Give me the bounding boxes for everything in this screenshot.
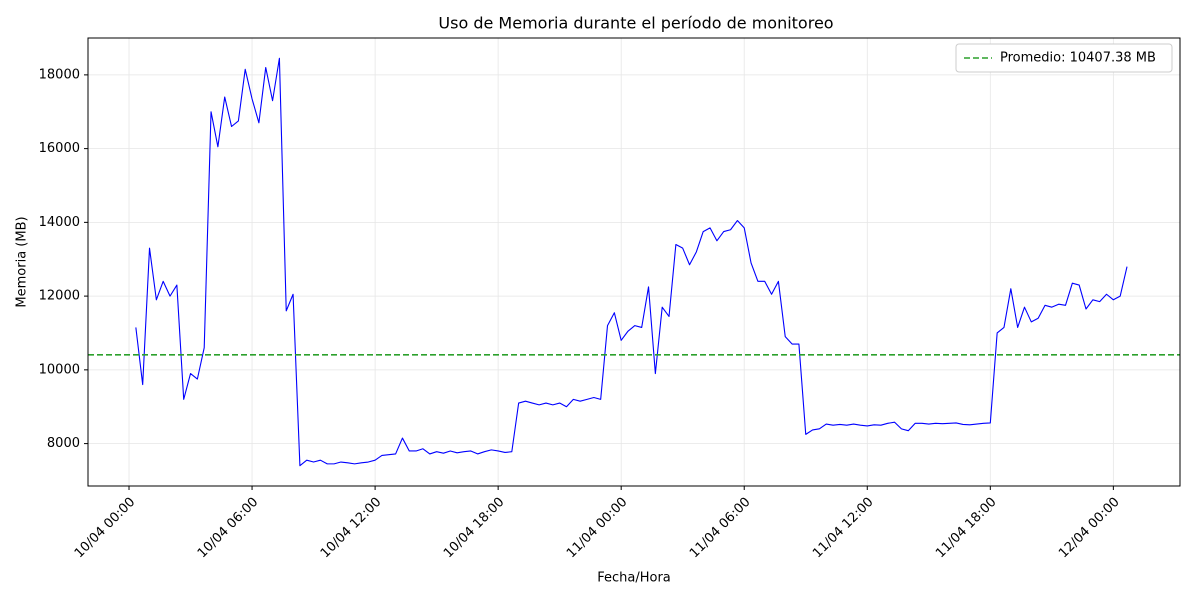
legend-label: Promedio: 10407.38 MB xyxy=(1000,51,1156,66)
x-axis-label: Fecha/Hora xyxy=(597,571,671,586)
legend-box xyxy=(955,43,1173,73)
y-tick-label: 14000 xyxy=(39,215,80,230)
y-axis-label: Memoria (MB) xyxy=(15,216,30,307)
chart-title: Uso de Memoria durante el período de mon… xyxy=(438,14,833,33)
y-tick-label: 8000 xyxy=(47,436,80,451)
y-tick-label: 10000 xyxy=(39,362,80,377)
y-tick-label: 18000 xyxy=(39,67,80,82)
data-line xyxy=(135,57,1128,467)
y-tick-label: 16000 xyxy=(39,141,80,156)
plot-frame xyxy=(87,37,1181,487)
y-tick-label: 12000 xyxy=(39,289,80,304)
